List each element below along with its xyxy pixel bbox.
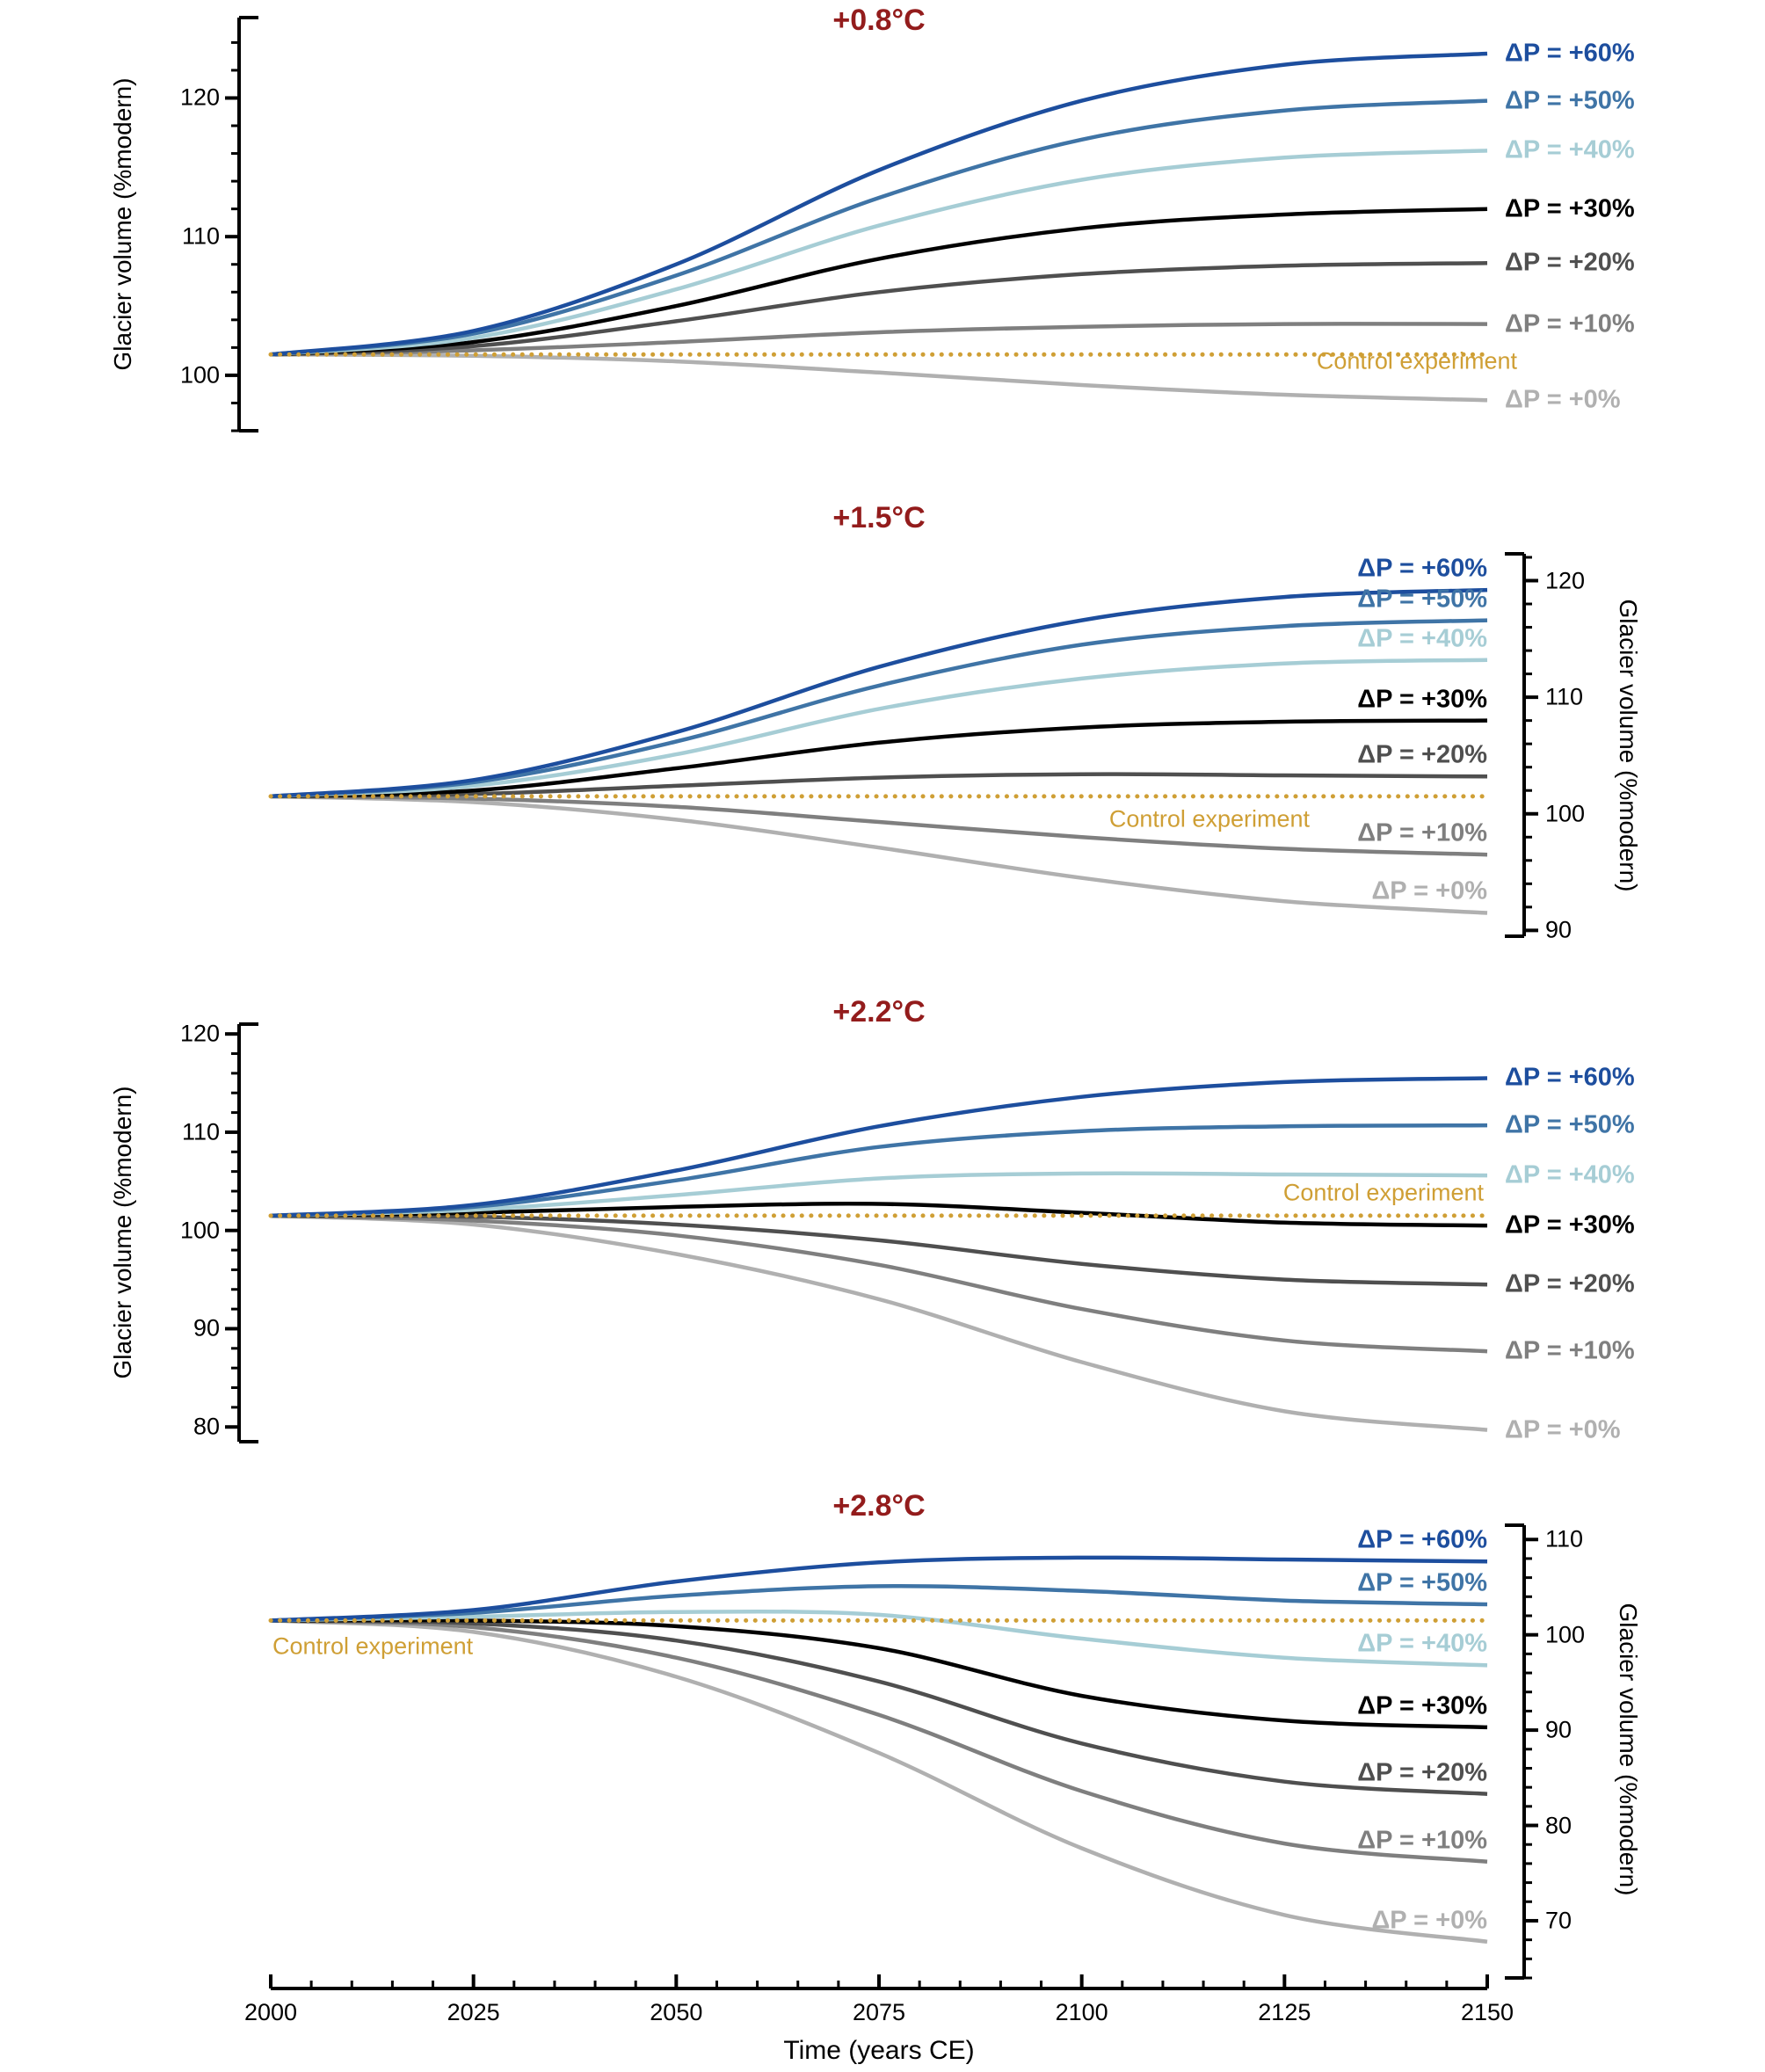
y-tick-label: 100 [179, 1217, 220, 1244]
series-line [270, 1076, 1488, 1218]
series-label: ΔP = +30% [1505, 1210, 1635, 1240]
series-line [270, 149, 1488, 357]
series-line [270, 1213, 1488, 1287]
series-line [270, 794, 1488, 915]
series-label: ΔP = +10% [1357, 1826, 1487, 1855]
series-line [270, 1123, 1488, 1218]
series-label: ΔP = +30% [1357, 685, 1487, 714]
y-tick-label: 110 [181, 222, 220, 250]
series-line [270, 1618, 1488, 1796]
series-line [270, 618, 1488, 799]
series-line [270, 207, 1488, 357]
x-tick-label: 2075 [852, 1999, 906, 2025]
series-label: ΔP = +10% [1357, 818, 1487, 847]
series-label: ΔP = +40% [1357, 624, 1487, 653]
series-line [270, 260, 1488, 357]
series-line [270, 353, 1488, 403]
y-tick-label: 120 [179, 84, 220, 111]
series-label: ΔP = +60% [1505, 1063, 1635, 1092]
x-tick-label: 2100 [1055, 1999, 1108, 2025]
series-line [270, 51, 1488, 357]
x-axis-label: Time (years CE) [783, 2036, 975, 2065]
series-label: ΔP = +40% [1505, 1160, 1635, 1189]
control-experiment-label: Control experiment [1282, 1179, 1484, 1206]
series-label: ΔP = +0% [1371, 876, 1487, 905]
x-tick-label: 2025 [447, 1999, 500, 2025]
series-line [270, 1618, 1488, 1730]
series-line [270, 1555, 1488, 1623]
panel-2-title: +1.5°C [832, 501, 926, 534]
series-line [270, 1584, 1488, 1623]
y-tick-label: 80 [1545, 1812, 1573, 1839]
series-label: ΔP = +60% [1357, 554, 1487, 583]
panel-3-title: +2.2°C [832, 995, 926, 1029]
y-tick-label: 90 [1545, 916, 1573, 943]
series-line [270, 658, 1488, 799]
series-line [270, 1202, 1488, 1228]
series-line [270, 1618, 1488, 1864]
series-label: ΔP = +50% [1357, 585, 1487, 614]
series-label: ΔP = +60% [1357, 1525, 1487, 1554]
panel-4-title: +2.8°C [832, 1489, 926, 1523]
series-label: ΔP = +0% [1505, 1415, 1621, 1444]
series-label: ΔP = +50% [1505, 1110, 1635, 1139]
y-tick-label: 100 [1545, 800, 1586, 827]
series-label: ΔP = +20% [1357, 740, 1487, 769]
panel-3-y-axis-label: Glacier volume (%modern) [109, 1086, 136, 1379]
series-line [270, 794, 1488, 857]
series-line [270, 1618, 1488, 1945]
series-label: ΔP = +20% [1505, 248, 1635, 277]
series-label: ΔP = +0% [1371, 1906, 1487, 1935]
series-line [270, 1171, 1488, 1218]
series-label: ΔP = +30% [1357, 1691, 1487, 1720]
y-tick-label: 120 [1545, 567, 1586, 593]
y-tick-label: 90 [1545, 1716, 1573, 1743]
panel-1-y-axis-label: Glacier volume (%modern) [109, 77, 136, 371]
y-tick-label: 120 [179, 1020, 220, 1047]
series-line [270, 772, 1488, 799]
x-tick-label: 2125 [1258, 1999, 1311, 2025]
y-tick-label: 80 [192, 1413, 220, 1440]
series-label: ΔP = +20% [1357, 1758, 1487, 1787]
series-label: ΔP = +40% [1505, 135, 1635, 164]
control-experiment-label: Control experiment [272, 1632, 474, 1660]
series-label: ΔP = +30% [1505, 194, 1635, 223]
y-tick-label: 90 [192, 1314, 220, 1341]
series-label: ΔP = +60% [1505, 39, 1635, 68]
series-line [270, 587, 1488, 799]
x-tick-label: 2000 [243, 1999, 298, 2025]
y-tick-label: 70 [1545, 1907, 1573, 1934]
panel-4-y-axis-label: Glacier volume (%modern) [1615, 1603, 1642, 1896]
y-tick-label: 110 [1545, 683, 1584, 710]
series-line [270, 1213, 1488, 1432]
series-line [270, 322, 1488, 357]
series-label: ΔP = +20% [1505, 1269, 1635, 1298]
control-experiment-label: Control experiment [1108, 805, 1310, 832]
series-line [270, 98, 1488, 357]
series-line [270, 1213, 1488, 1354]
control-experiment-label: Control experiment [1316, 347, 1517, 374]
series-line [270, 718, 1488, 799]
y-tick-label: 100 [1545, 1621, 1586, 1648]
series-label: ΔP = +10% [1505, 1336, 1635, 1365]
y-tick-label: 100 [179, 361, 220, 389]
series-label: ΔP = +0% [1505, 385, 1621, 414]
panel-2-y-axis-label: Glacier volume (%modern) [1615, 599, 1642, 892]
series-label: ΔP = +10% [1505, 309, 1635, 338]
x-tick-label: 2150 [1460, 1999, 1514, 2025]
series-label: ΔP = +50% [1357, 1568, 1487, 1597]
panel-1-title: +0.8°C [832, 4, 926, 37]
series-label: ΔP = +50% [1505, 86, 1635, 115]
y-tick-label: 110 [1545, 1525, 1584, 1552]
y-tick-label: 110 [181, 1118, 220, 1145]
x-tick-label: 2050 [650, 1999, 703, 2025]
series-label: ΔP = +40% [1357, 1629, 1487, 1658]
series-line [270, 1609, 1488, 1668]
